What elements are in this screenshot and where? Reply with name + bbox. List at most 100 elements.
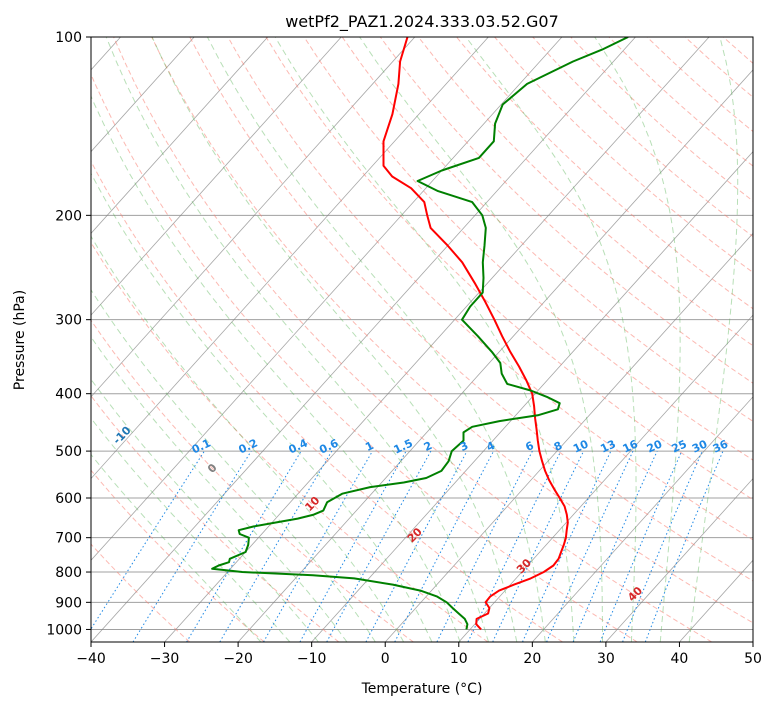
mixing-ratio-label-7: 3: [458, 439, 470, 454]
mixing-ratio-line-2: [186, 450, 302, 642]
y-tick-label-500: 500: [55, 444, 82, 460]
mixing-ratio-line-7: [365, 450, 468, 642]
moist-adiabat-12: [105, 37, 489, 642]
isotherm--30: [164, 37, 710, 642]
mixing-ratio-line-1: [132, 450, 252, 642]
dry-adiabat-label-8: -20: [43, 412, 66, 435]
dry-adiabat-20: [91, 160, 563, 642]
mixing-ratio-label-17: 36: [711, 437, 731, 455]
y-tick-label-300: 300: [55, 313, 82, 329]
mixing-ratio-line-14: [572, 450, 658, 642]
x-tick-label-0: 0: [381, 651, 390, 667]
y-tick-label-600: 600: [55, 491, 82, 507]
moist-adiabat-28: [359, 37, 604, 642]
x-tick-label-50: 50: [744, 651, 762, 667]
chart-title: wetPf2_PAZ1.2024.333.03.52.G07: [285, 12, 559, 32]
background-grid: [91, 37, 753, 642]
mixing-ratio-label-0: 0.1: [190, 437, 213, 457]
mixing-ratio-line-13: [546, 450, 634, 642]
line-labels: 0.10.20.40.611.52346810131620253036-100-…: [43, 412, 731, 605]
moist-adiabat--8: [91, 336, 348, 642]
mixing-ratio-line-17: [644, 450, 724, 642]
dry-adiabat-60: [189, 37, 753, 582]
isotherm--80: [91, 37, 342, 316]
moist-adiabat-24: [274, 37, 575, 642]
mixing-ratio-label-6: 2: [422, 439, 434, 454]
mixing-ratio-line-6: [326, 450, 432, 642]
mixing-ratio-label-16: 30: [690, 437, 710, 455]
moist-adiabat-16: [151, 37, 518, 642]
isotherm--40: [91, 37, 636, 642]
mixing-ratio-label-9: 6: [523, 439, 536, 454]
y-tick-label-900: 900: [55, 595, 82, 611]
dry-adiabat-120: [418, 37, 753, 347]
y-tick-label-800: 800: [55, 565, 82, 581]
isotherm--10: [311, 151, 753, 642]
y-axis-title: Pressure (hPa): [12, 290, 28, 390]
dry-adiabat--10: [91, 395, 340, 642]
x-tick-label--30: −30: [150, 651, 180, 667]
axes: −40 −30 −20 −10 0 10 20 30 40 50 1000 900 800 700 600 5…: [46, 30, 762, 667]
y-tick-label-700: 700: [55, 531, 82, 547]
mixing-ratio-label-8: 4: [485, 439, 498, 454]
dry-adiabat-label-9: -10: [110, 424, 133, 447]
moist-adiabat-40: [688, 37, 739, 642]
mixing-ratio-label-5: 1.5: [392, 437, 415, 457]
mixing-ratio-line-10: [467, 450, 562, 642]
dry-adiabat-label-12: 20: [405, 525, 425, 545]
isotherm-30: [605, 477, 753, 642]
moist-adiabat-4: [91, 172, 433, 642]
isotherm-20: [532, 396, 753, 642]
isotherm--60: [91, 37, 489, 480]
plot-frame: [90, 36, 754, 643]
mixing-ratio-label-4: 1: [363, 439, 375, 454]
y-tick-label-100: 100: [55, 30, 82, 46]
x-tick-label--20: −20: [223, 651, 253, 667]
moist-adiabat-20: [206, 37, 546, 642]
dry-adiabat--20: [91, 469, 265, 642]
dry-adiabat-30: [91, 73, 638, 642]
mixing-ratio-line-11: [492, 450, 585, 642]
x-tick-label-30: 30: [597, 651, 615, 667]
isotherm--70: [91, 37, 416, 398]
mixing-ratio-label-3: 0.6: [317, 436, 340, 456]
moist-adiabat-36: [594, 37, 681, 642]
isotherm-0: [384, 232, 753, 642]
moist-adiabat-32: [465, 37, 637, 642]
x-tick-label--40: −40: [76, 651, 106, 667]
x-tick-label-10: 10: [450, 651, 468, 667]
mixing-ratio-line-8: [394, 450, 495, 642]
mixing-ratio-line-0: [91, 450, 205, 630]
mixing-ratio-label-2: 0.4: [287, 436, 310, 456]
dry-adiabat-80: [265, 37, 753, 501]
dry-adiabat--30: [91, 543, 191, 642]
dewpoint-line: [211, 37, 629, 630]
isotherm--90: [91, 37, 269, 234]
temperature-line: [382, 37, 569, 631]
y-tick-label-400: 400: [55, 387, 82, 403]
mixing-ratio-label-10: 8: [552, 439, 564, 454]
isotherm-10: [458, 314, 753, 642]
dry-adiabat-50: [151, 37, 753, 624]
y-tick-label-1000: 1000: [46, 622, 82, 638]
moist-adiabat-0: [91, 235, 405, 642]
y-tick-label-200: 200: [55, 208, 82, 224]
dry-adiabat-100: [341, 37, 753, 422]
dry-adiabat-10: [91, 241, 489, 642]
mixing-ratio-label-14: 20: [645, 437, 665, 455]
mixing-ratio-label-1: 0.2: [237, 437, 260, 457]
moist-adiabat--4: [91, 288, 376, 642]
dry-adiabat-40: [113, 37, 713, 642]
isotherm--50: [91, 37, 563, 561]
dry-adiabat-label-11: 10: [302, 494, 322, 514]
moist-adiabat--12: [91, 378, 319, 642]
dry-adiabat-110: [379, 37, 753, 384]
dry-adiabat-130: [456, 37, 753, 310]
mixing-ratio-line-9: [436, 450, 533, 642]
moist-adiabat--16: [91, 417, 291, 642]
mixing-ratio-label-11: 10: [571, 437, 591, 455]
mixing-ratio-label-15: 25: [670, 437, 689, 455]
mixing-ratio-line-15: [599, 450, 683, 642]
